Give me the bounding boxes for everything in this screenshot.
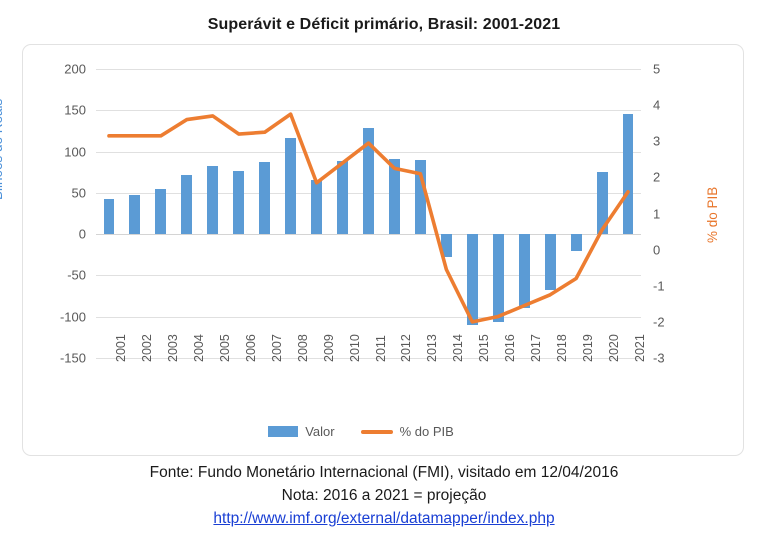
y-axis-right-tick-label: 4 (653, 97, 661, 113)
y-axis-right-tick-label: -3 (653, 350, 665, 366)
y-axis-right-tick-label: 0 (653, 242, 661, 258)
x-axis-tick-label: 2011 (373, 335, 388, 362)
chart-title: Superávit e Déficit primário, Brasil: 20… (207, 16, 561, 33)
y-axis-left-tick-label: 0 (78, 226, 86, 242)
y-axis-right-tick-label: -1 (653, 278, 665, 294)
y-axis-left-tick-label: 50 (71, 185, 86, 201)
chart-footer: Fonte: Fundo Monetário Internacional (FM… (0, 462, 768, 531)
y-axis-right-tick-label: 1 (653, 206, 661, 221)
footer-source: Fonte: Fundo Monetário Internacional (FM… (149, 464, 619, 481)
y-axis-left-tick-label: -50 (67, 267, 86, 283)
bar (259, 162, 271, 235)
legend-item-pct-pib[interactable]: % do PIB (360, 424, 454, 439)
x-axis-tick-label: 2006 (243, 334, 258, 362)
bar (389, 159, 400, 235)
x-axis-tick-label: 2017 (529, 334, 544, 362)
x-axis-tick-label: 2005 (217, 334, 232, 362)
y-axis-left-tick-label: 150 (64, 102, 86, 118)
legend-bar-swatch-icon (268, 426, 299, 437)
bar (285, 137, 297, 235)
bar (414, 159, 426, 235)
legend-label-pct-pib: % do PIB (399, 424, 454, 439)
bar (103, 199, 115, 235)
gridline (96, 110, 641, 112)
bar (570, 234, 582, 251)
legend-item-valor[interactable]: Valor (268, 424, 335, 439)
chart-frame (22, 44, 744, 456)
y-axis-right-tick-label: 5 (653, 61, 661, 77)
legend-line-swatch-icon (360, 429, 393, 434)
x-axis-tick-label: 2014 (451, 334, 466, 362)
bar (129, 195, 141, 235)
x-axis-tick-label: 2019 (581, 334, 596, 362)
x-axis-tick-label: 2001 (113, 334, 128, 362)
line-series-pct-pib (107, 112, 630, 324)
bar (492, 234, 504, 323)
zero-line (96, 234, 641, 236)
legend-label-valor: Valor (305, 424, 335, 439)
bar (155, 188, 167, 235)
x-axis-tick-label: 2016 (503, 334, 518, 362)
bar (440, 234, 452, 258)
x-axis-tick-label: 2013 (425, 334, 440, 362)
x-axis-tick-label: 2010 (347, 334, 362, 362)
chart-legend: Valor % do PIB (0, 424, 722, 439)
x-axis-tick-labels: 2001 2002 2003 2004 2005 2006 2007 2008 2009 2010… (96, 334, 647, 422)
plot-area (96, 69, 641, 359)
x-axis-tick-label: 2018 (555, 334, 570, 362)
y-axis-right-title: % do PIB (705, 186, 720, 243)
x-axis-tick-label: 2009 (321, 334, 336, 362)
y-axis-left-title: Bilhões de Reais (0, 98, 5, 200)
x-axis-tick-label: 2007 (269, 334, 284, 362)
bar (337, 160, 348, 235)
x-axis-tick-label: 2020 (607, 334, 622, 362)
bar (311, 180, 323, 235)
bar (181, 174, 193, 235)
y-axis-left-tick-label: -150 (59, 350, 86, 366)
bar (363, 128, 374, 235)
bar (518, 234, 530, 308)
gridline (96, 316, 641, 318)
y-axis-left-ticks: 200 150 100 50 0 -50 -100 -150 (0, 62, 86, 366)
x-axis-tick-label: 2002 (139, 334, 154, 362)
gridline (96, 358, 641, 359)
gridline (96, 275, 641, 277)
line-path (107, 112, 630, 324)
bar (207, 166, 219, 235)
x-axis-tick-label: 2004 (191, 334, 206, 362)
x-axis-tick-label: 2021 (633, 334, 648, 362)
y-axis-right-tick-label: 2 (653, 169, 661, 185)
x-axis-tick-label: 2008 (295, 334, 310, 362)
bar-series-valor (96, 69, 641, 358)
y-axis-right-ticks: 5 4 3 2 1 0 -1 -2 -3 (653, 62, 693, 366)
y-axis-right-tick-label: 3 (653, 133, 661, 149)
bar (544, 234, 556, 291)
gridline (96, 69, 641, 70)
footer-note: Nota: 2016 a 2021 = projeção (281, 486, 487, 504)
bar (233, 170, 245, 235)
footer-source-link[interactable]: http://www.imf.org/external/datamapper/i… (213, 509, 555, 527)
x-axis-tick-label: 2003 (165, 334, 180, 362)
y-axis-left-tick-label: -100 (59, 309, 86, 325)
bar (466, 234, 478, 325)
bar (596, 172, 608, 235)
y-axis-left-tick-label: 100 (64, 144, 86, 160)
y-axis-left-tick-label: 200 (64, 61, 86, 77)
y-axis-right-tick-label: -2 (653, 314, 665, 330)
bar (622, 114, 634, 235)
x-axis-tick-label: 2015 (477, 334, 492, 362)
x-axis-tick-label: 2012 (399, 334, 414, 362)
